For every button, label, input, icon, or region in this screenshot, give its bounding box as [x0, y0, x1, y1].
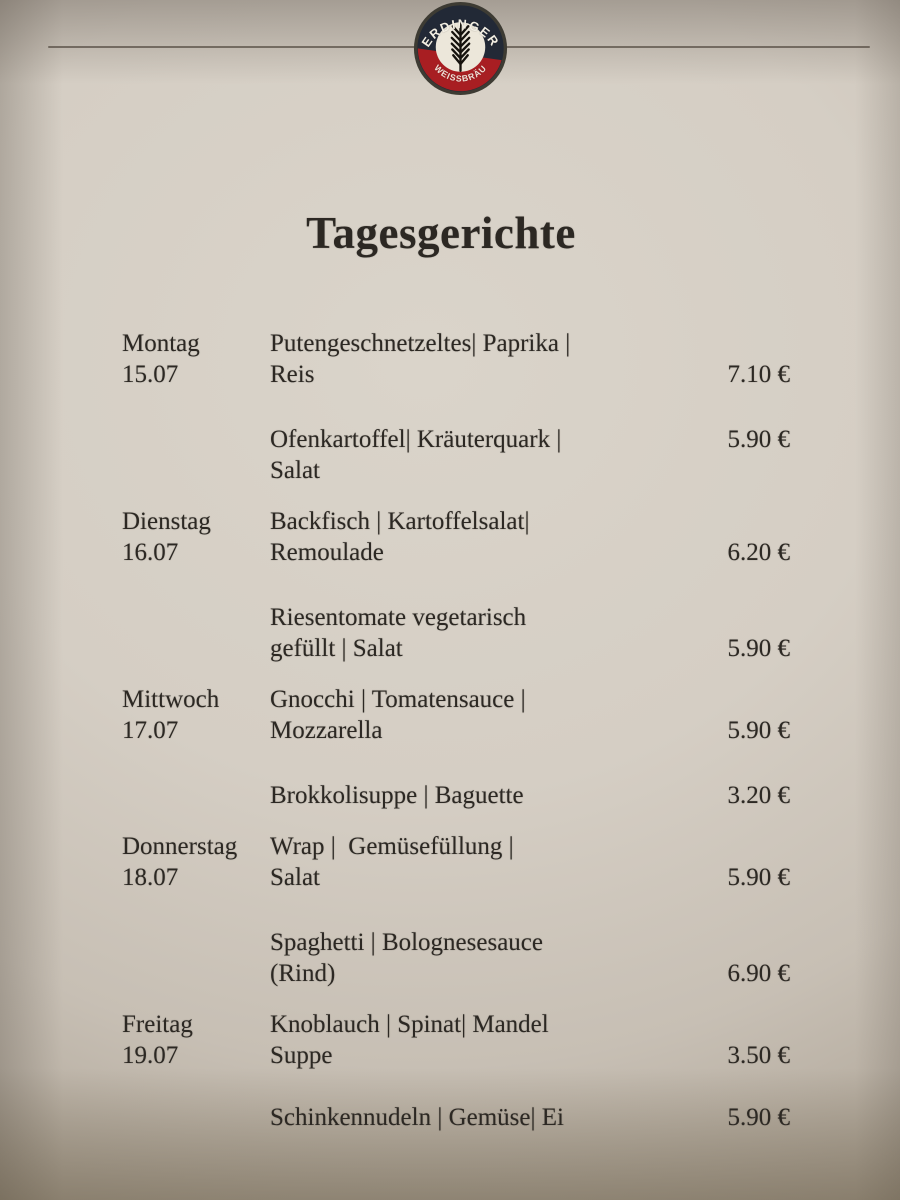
day-name: Dienstag	[122, 508, 211, 535]
menu-row-wednesday-2: Brokkolisuppe | Baguette 3.20 €	[122, 780, 790, 811]
menu-row-monday-1: Montag 15.07 Putengeschnetzeltes| Paprik…	[122, 328, 790, 390]
dish-line2: Salat	[270, 864, 320, 891]
menu-row-thursday-1: Donnerstag 18.07 Wrap | Gemüsefüllung | …	[122, 831, 790, 893]
dish-cell: Brokkolisuppe | Baguette	[270, 780, 680, 811]
dish-cell: Gnocchi | Tomatensauce | Mozzarella	[270, 684, 680, 746]
dish-line1: Brokkolisuppe | Baguette	[270, 782, 524, 809]
price-cell: 3.50 €	[727, 1042, 791, 1069]
dish-line1: Gnocchi | Tomatensauce |	[270, 686, 526, 713]
menu-row-friday-1: Freitag 19.07 Knoblauch | Spinat| Mandel…	[122, 1009, 790, 1071]
day-date: 16.07	[122, 539, 179, 566]
menu-row-monday-2: Ofenkartoffel| Kräuterquark | Salat 5.90…	[122, 424, 790, 486]
dish-line2: (Rind)	[270, 960, 336, 987]
day-cell: Dienstag 16.07	[122, 506, 270, 568]
price-cell: 3.20 €	[727, 782, 791, 809]
day-name: Donnerstag	[122, 833, 238, 860]
menu-title: Tagesgerichte	[306, 208, 576, 258]
menu-row-tuesday-1: Dienstag 16.07 Backfisch | Kartoffelsala…	[122, 506, 790, 568]
day-name: Mittwoch	[122, 686, 220, 713]
dish-cell: Backfisch | Kartoffelsalat| Remoulade	[270, 506, 680, 568]
menu-row-thursday-2: Spaghetti | Bolognesesauce (Rind) 6.90 €	[122, 927, 790, 989]
dish-cell: Putengeschnetzeltes| Paprika | Reis	[270, 328, 680, 390]
wheat-icon	[450, 22, 471, 72]
dish-cell: Ofenkartoffel| Kräuterquark | Salat	[270, 424, 680, 486]
menu-table: Montag 15.07 Putengeschnetzeltes| Paprik…	[122, 328, 790, 1133]
day-date: 19.07	[122, 1042, 179, 1069]
price-cell: 6.90 €	[727, 960, 791, 987]
day-cell	[122, 927, 270, 989]
day-cell: Mittwoch 17.07	[122, 684, 270, 746]
day-name: Montag	[122, 330, 200, 357]
dish-line2: Reis	[270, 361, 315, 388]
menu-row-tuesday-2: Riesentomate vegetarisch gefüllt | Salat…	[122, 602, 790, 664]
price-cell: 5.90 €	[727, 864, 791, 891]
dish-cell: Riesentomate vegetarisch gefüllt | Salat	[270, 602, 680, 664]
day-date: 17.07	[122, 717, 179, 744]
dish-line1: Ofenkartoffel| Kräuterquark |	[270, 426, 562, 453]
dish-line2: Suppe	[270, 1042, 333, 1069]
price-cell: 5.90 €	[727, 635, 791, 662]
day-date: 15.07	[122, 361, 179, 388]
logo-red-band	[412, 45, 509, 97]
dish-line2: Mozzarella	[270, 717, 383, 744]
day-cell	[122, 1102, 270, 1133]
dish-cell: Schinkennudeln | Gemüse| Ei	[270, 1102, 680, 1133]
menu-row-wednesday-1: Mittwoch 17.07 Gnocchi | Tomatensauce | …	[122, 684, 790, 746]
dish-line1: Putengeschnetzeltes| Paprika |	[270, 330, 571, 357]
day-cell: Donnerstag 18.07	[122, 831, 270, 893]
price-cell: 5.90 €	[727, 717, 791, 744]
price-cell: 7.10 €	[727, 361, 791, 388]
day-cell	[122, 424, 270, 486]
day-date: 18.07	[122, 864, 179, 891]
dish-line2: Salat	[270, 457, 320, 484]
day-cell	[122, 602, 270, 664]
dish-line1: Backfisch | Kartoffelsalat|	[270, 508, 530, 535]
dish-line2: Remoulade	[270, 539, 384, 566]
dish-cell: Spaghetti | Bolognesesauce (Rind)	[270, 927, 680, 989]
menu-row-friday-2: Schinkennudeln | Gemüse| Ei 5.90 €	[122, 1102, 790, 1133]
dish-cell: Wrap | Gemüsefüllung | Salat	[270, 831, 680, 893]
dish-line2: gefüllt | Salat	[270, 635, 403, 662]
dish-line1: Wrap | Gemüsefüllung |	[270, 833, 514, 860]
price-cell: 5.90 €	[727, 426, 791, 453]
dish-line1: Schinkennudeln | Gemüse| Ei	[270, 1104, 564, 1131]
day-cell: Freitag 19.07	[122, 1009, 270, 1071]
dish-line1: Knoblauch | Spinat| Mandel	[270, 1011, 549, 1038]
day-cell	[122, 780, 270, 811]
erdinger-logo: ERDINGER WEISSBRÄU	[412, 0, 509, 97]
dish-line1: Riesentomate vegetarisch	[270, 604, 527, 631]
day-cell: Montag 15.07	[122, 328, 270, 390]
day-name: Freitag	[122, 1011, 193, 1038]
price-cell: 6.20 €	[727, 539, 791, 566]
price-cell: 5.90 €	[727, 1104, 791, 1131]
dish-line1: Spaghetti | Bolognesesauce	[270, 929, 543, 956]
dish-cell: Knoblauch | Spinat| Mandel Suppe	[270, 1009, 680, 1071]
